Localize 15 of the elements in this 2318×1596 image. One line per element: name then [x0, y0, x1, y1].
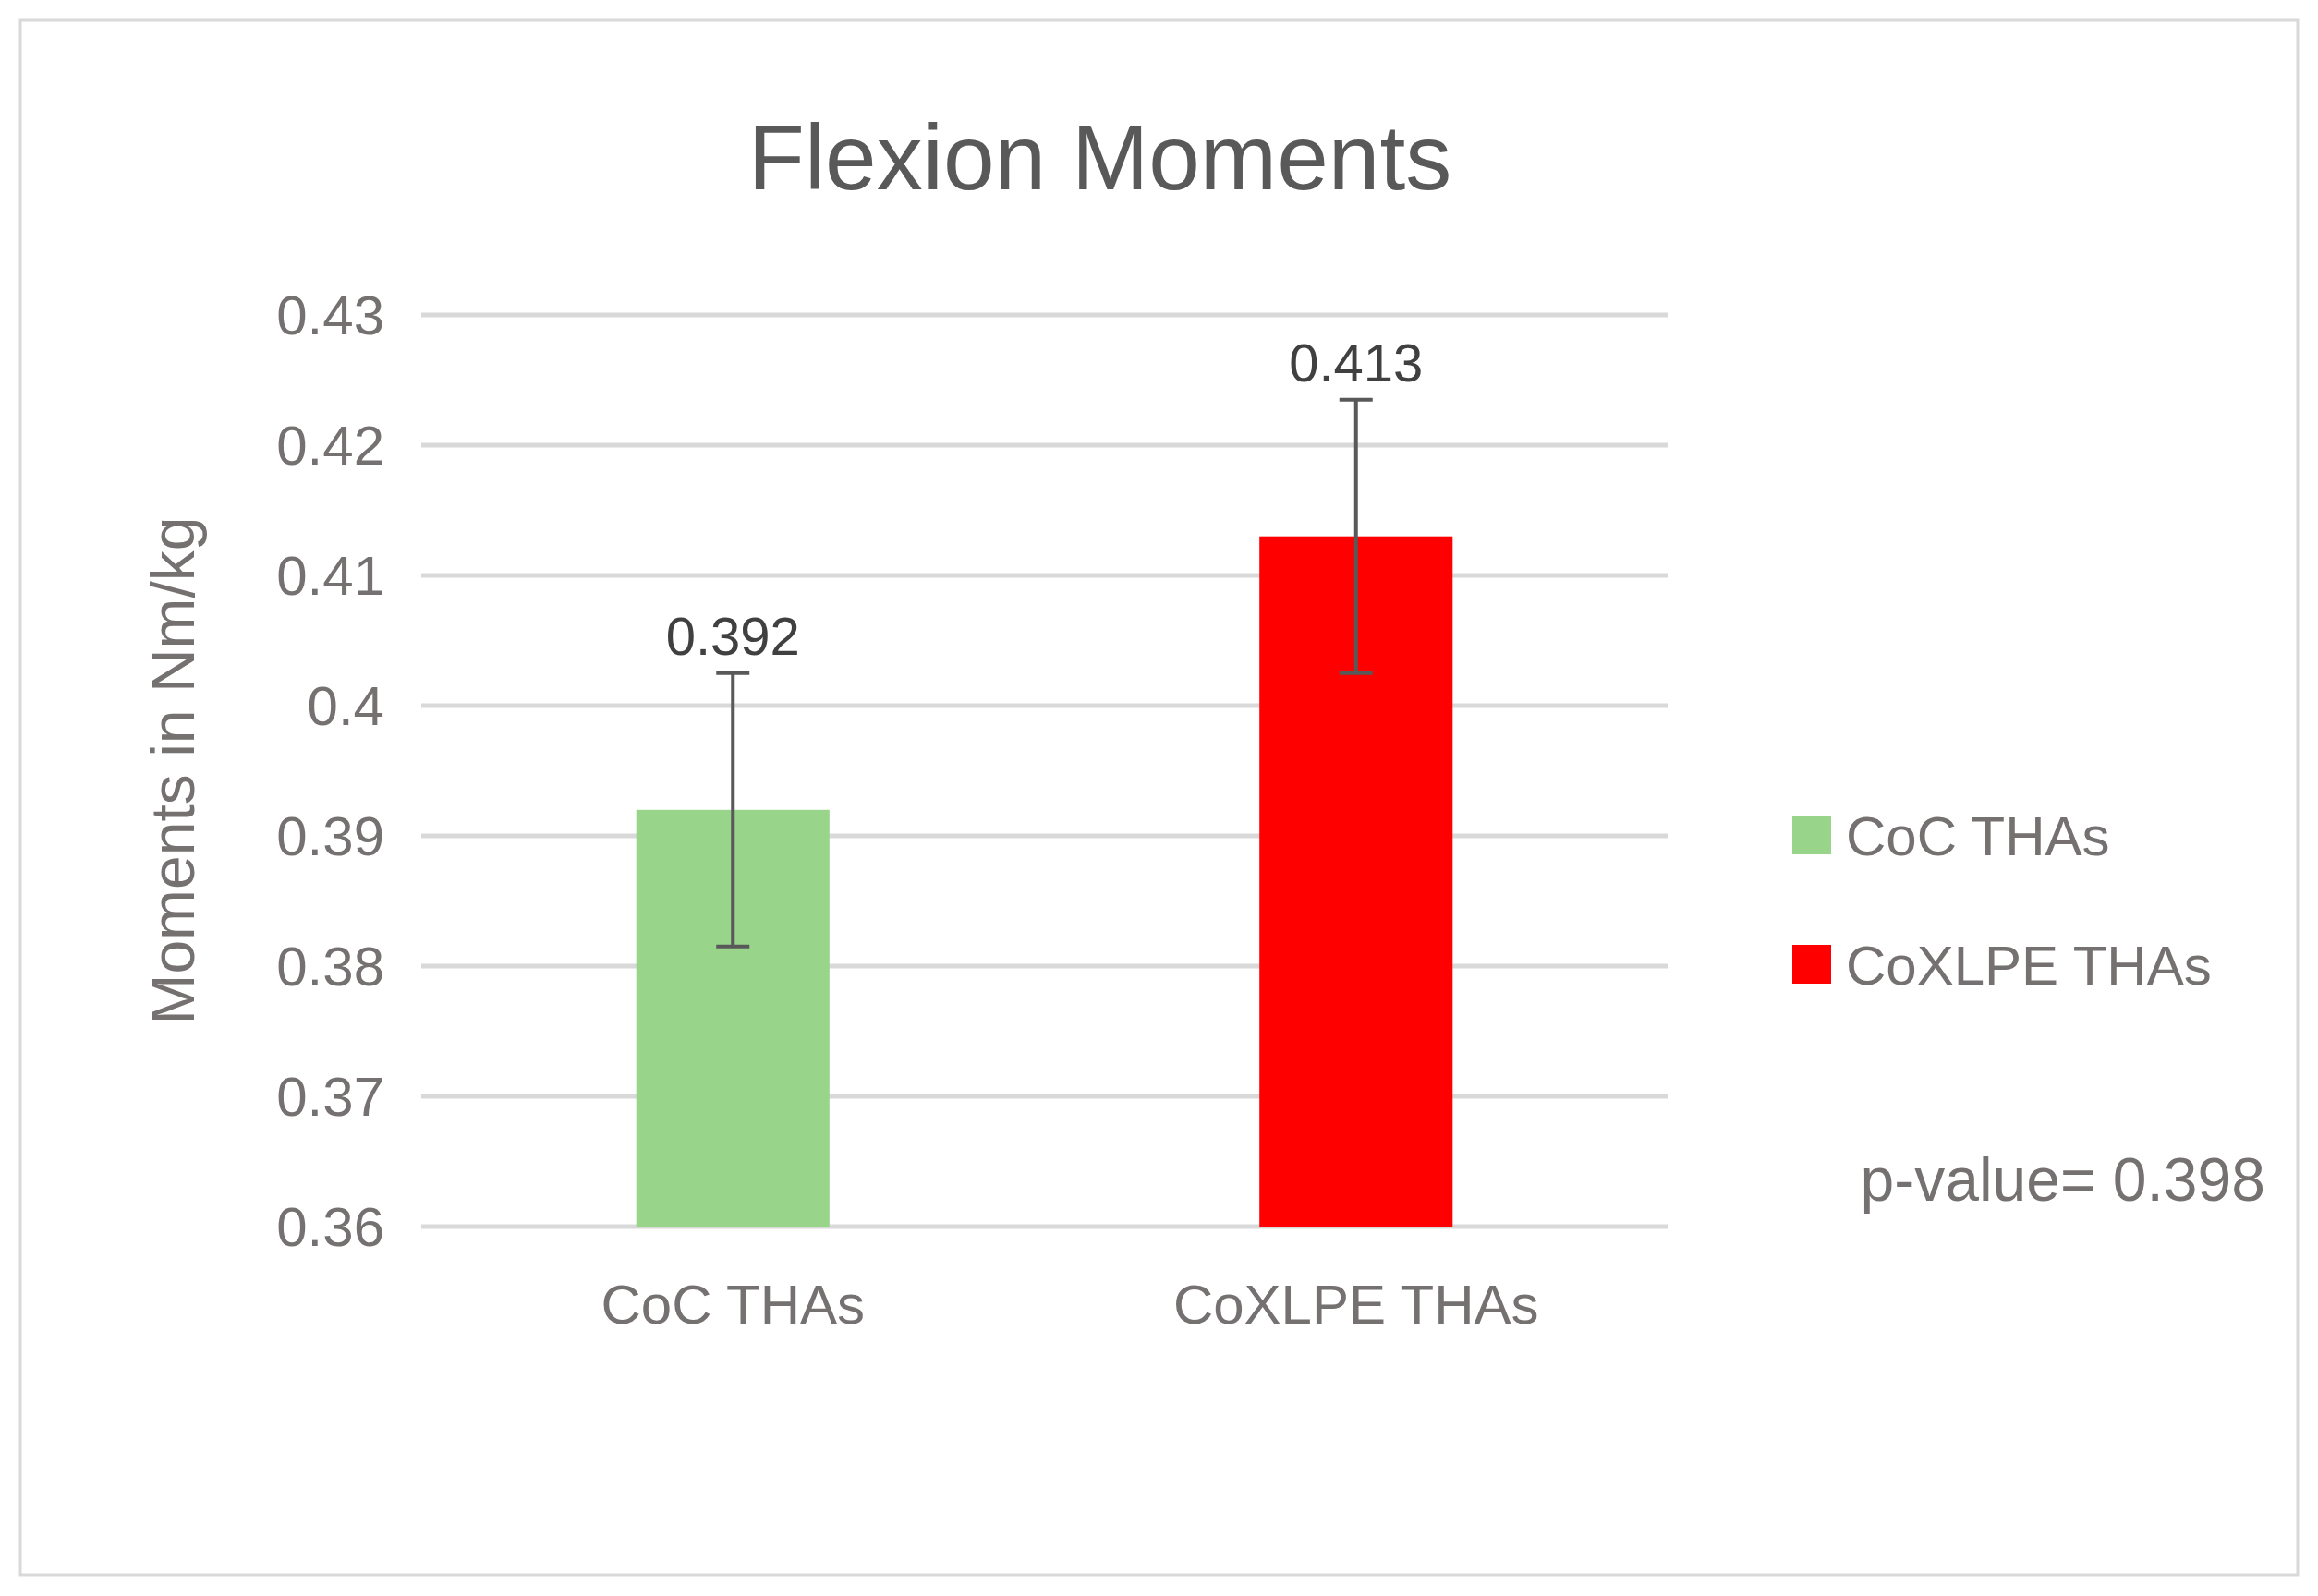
- text: p-value= 0.398: [1860, 1145, 2265, 1214]
- y-tick-label: 0.39: [276, 805, 384, 867]
- legend-label: CoXLPE THAs: [1846, 935, 2212, 997]
- y-tick-label: 0.41: [276, 545, 384, 607]
- y-tick-label: 0.38: [276, 936, 384, 998]
- y-axis-title: Moments in Nm/kg: [139, 516, 207, 1025]
- data-label: 0.413: [1289, 332, 1424, 393]
- y-tick-label: 0.37: [276, 1066, 384, 1128]
- y-tick-label: 0.42: [276, 415, 384, 477]
- y-tick-label: 0.43: [276, 284, 384, 346]
- chart-title: Flexion Moments: [747, 105, 1452, 209]
- data-label: 0.392: [665, 605, 800, 666]
- y-tick-label: 0.4: [307, 675, 384, 737]
- legend-label: CoC THAs: [1846, 805, 2110, 867]
- y-tick-label: 0.36: [276, 1196, 384, 1258]
